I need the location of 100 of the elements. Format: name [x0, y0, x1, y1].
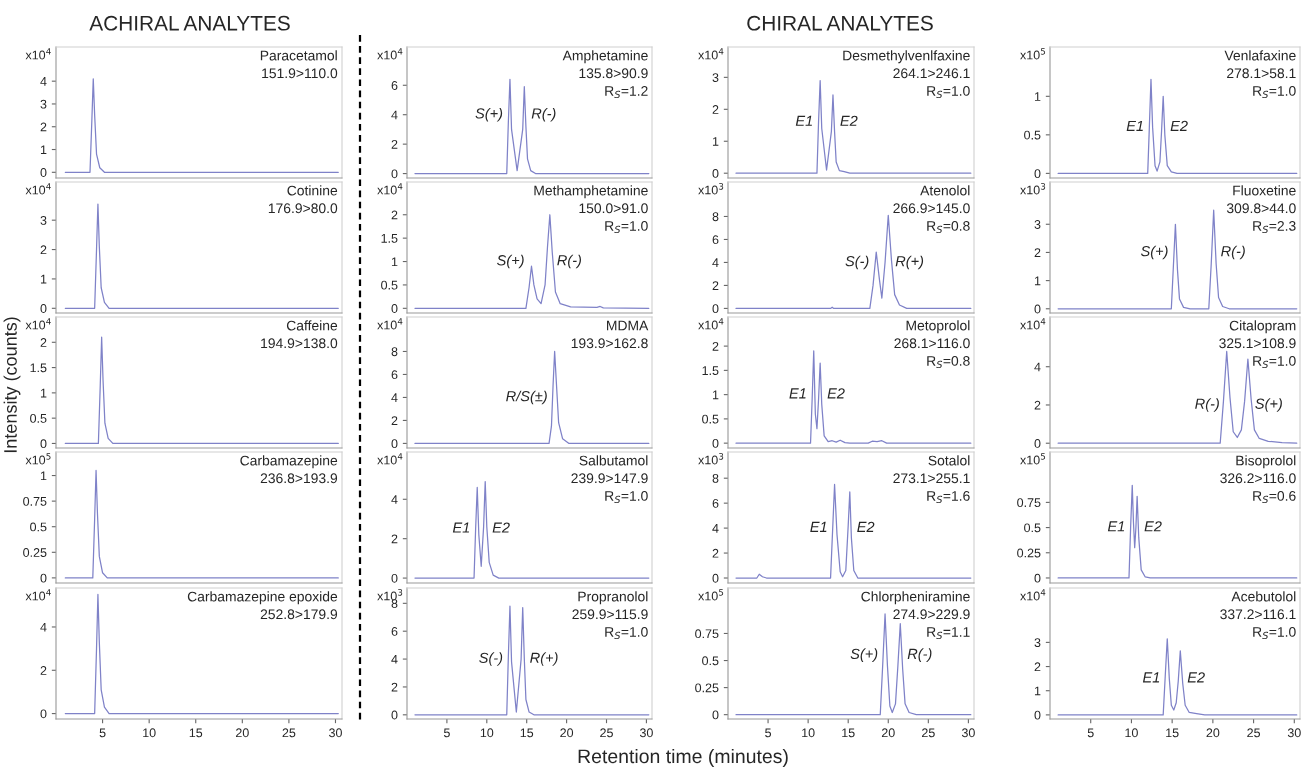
x-tick-label: 25 — [922, 728, 935, 738]
y-tick-label: 2 — [1034, 248, 1041, 257]
y-tick-label: 1 — [1034, 686, 1041, 696]
annotation: R$_{S}$=1.0 — [927, 85, 970, 99]
y-tick-label: 0 — [712, 438, 719, 448]
annotation: R/S(±) — [506, 390, 547, 405]
annotation: E1 — [452, 522, 470, 533]
annotation: 274.9>229.9 — [893, 609, 970, 620]
x-tick-label: 10 — [802, 728, 815, 738]
annotation: 325.1>108.9 — [1219, 338, 1296, 349]
y-tick-label: 4 — [712, 524, 719, 533]
y-tick-label: 0.25 — [1017, 548, 1041, 558]
y-tick-label: 2 — [40, 338, 47, 347]
x-tick-label: 20 — [236, 728, 249, 738]
y-tick-label: 1 — [1034, 92, 1041, 101]
y-tick-label: 2 — [1034, 400, 1041, 410]
line-series — [735, 483, 972, 579]
annotation: Sotalol — [928, 455, 970, 466]
annotation: Methamphetamine — [534, 185, 648, 199]
y-tick-label: 0.5 — [702, 414, 719, 424]
line-series — [64, 469, 339, 579]
y-axis-title: x10$^{3}$ — [377, 589, 403, 601]
y-tick-label: 0 — [712, 304, 719, 314]
annotation: E2 — [1170, 120, 1188, 131]
line-series — [1057, 484, 1298, 579]
x-tick-label: 25 — [282, 728, 296, 738]
line-series — [64, 593, 339, 715]
annotation: 266.9>145.0 — [893, 203, 970, 214]
y-tick-label: 2 — [712, 548, 719, 558]
annotation: Atenolol — [920, 185, 970, 196]
y-tick-label: 4 — [391, 495, 398, 504]
y-axis-title: x10$^{5}$ — [1020, 48, 1046, 60]
x-tick-label: 5 — [765, 728, 772, 738]
y-tick-label: 0.5 — [381, 280, 398, 290]
annotation: S(+) — [497, 254, 524, 269]
y-tick-label: 8 — [712, 212, 719, 222]
y-tick-label: 0 — [712, 573, 719, 583]
annotation: Paracetamol — [260, 50, 337, 61]
annotation: Amphetamine — [562, 50, 648, 64]
y-axis-title: x10$^{3}$ — [1020, 183, 1046, 195]
y-tick-label: 6 — [391, 370, 398, 380]
annotation: R(-) — [907, 648, 932, 662]
y-axis-title: x10$^{4}$ — [25, 183, 51, 195]
annotation: 259.9>115.9 — [572, 609, 648, 620]
annotation: E2 — [1144, 521, 1162, 532]
annotation: R$_{S}$=1.0 — [1253, 626, 1296, 640]
y-axis-title: x10$^{5}$ — [1020, 453, 1046, 465]
annotation: E2 — [840, 115, 858, 126]
text: Intensity (counts) — [3, 317, 21, 453]
annotation: 268.1>116.0 — [894, 338, 970, 349]
annotation: 337.2>116.1 — [1220, 609, 1296, 620]
line-series — [414, 350, 650, 445]
annotation: R(+) — [530, 652, 558, 666]
x-tick-label: 5 — [99, 728, 106, 738]
y-tick-label: 0 — [1034, 439, 1041, 448]
annotation: R(-) — [1195, 398, 1219, 412]
y-axis-title: x10$^{4}$ — [698, 48, 724, 60]
annotation: 194.9>138.0 — [261, 338, 338, 349]
annotation: S(+) — [850, 648, 878, 662]
annotation: Bisoprolol — [1236, 455, 1296, 469]
annotation: 273.1>255.1 — [893, 473, 970, 484]
annotation: R$_{S}$=0.8 — [927, 220, 970, 234]
annotation: Caffeine — [286, 320, 338, 331]
y-tick-label: 1.5 — [381, 234, 398, 243]
annotation: R$_{S}$=0.8 — [927, 355, 970, 369]
y-tick-label: 0 — [712, 169, 719, 178]
y-tick-label: 3 — [40, 99, 47, 109]
annotation: E1 — [1107, 521, 1125, 532]
annotation: R$_{S}$=1.6 — [927, 490, 970, 504]
y-tick-label: 4 — [712, 258, 719, 267]
annotation: E2 — [857, 521, 875, 532]
x-tick-label: 15 — [189, 728, 203, 738]
annotation: 326.2>116.0 — [1220, 473, 1296, 484]
y-tick-label: 2 — [712, 341, 719, 351]
x-tick-label: 15 — [842, 728, 855, 738]
annotation: R$_{S}$=1.0 — [1253, 85, 1296, 99]
annotation: 278.1>58.1 — [1227, 68, 1296, 79]
annotation: S(+) — [1255, 398, 1282, 412]
y-tick-label: 3 — [40, 215, 47, 225]
y-tick-label: 0 — [40, 709, 47, 719]
annotation: R$_{S}$=1.1 — [927, 627, 970, 640]
y-axis-title: x10$^{4}$ — [377, 318, 403, 330]
annotation: R(-) — [1221, 245, 1245, 260]
line-series — [414, 605, 650, 716]
y-tick-label: 2 — [712, 105, 719, 114]
line-series — [735, 79, 972, 174]
x-tick-label: 25 — [600, 728, 613, 738]
y-tick-label: 0.5 — [30, 413, 47, 423]
y-tick-label: 2 — [391, 210, 398, 220]
annotation: Citalopram — [1229, 320, 1296, 334]
annotation: 176.9>80.0 — [268, 203, 338, 214]
y-tick-label: 1 — [40, 471, 47, 481]
y-tick-label: 0.5 — [30, 522, 47, 532]
x-tick-label: 10 — [143, 728, 156, 738]
annotation: E1 — [810, 521, 827, 532]
y-tick-label: 6 — [712, 235, 719, 245]
annotation: R(+) — [895, 255, 924, 270]
y-tick-label: 4 — [1034, 362, 1041, 372]
y-tick-label: 3 — [712, 73, 719, 83]
y-axis-title: x10$^{4}$ — [25, 48, 51, 60]
